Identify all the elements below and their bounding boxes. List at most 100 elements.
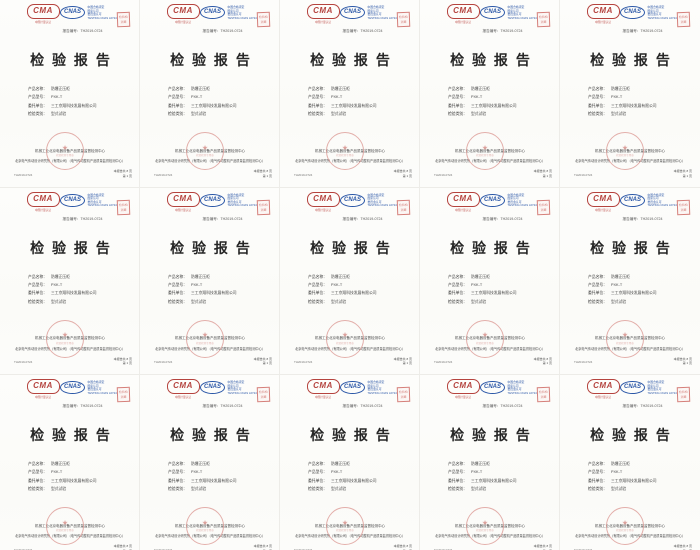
report-fields: 产品名称： 防爆正压柜 产品型号： PXK-T 委托单位： 三工京翔科技发展有限…	[168, 462, 237, 492]
page-info: 本报告共 8 页 第 1 页	[114, 544, 132, 550]
cnas-logo: CNAS 中国合格评定 国家认可 委员会认可 TESTING CNAS L072…	[60, 380, 117, 396]
cnas-mark-line: 国家认可	[367, 8, 379, 13]
footer-org-line-2: 北京电气传动设计研究所（有限公司）（电气传动整机产品质量监督检测中心）	[15, 159, 125, 163]
field-value: 三工京翔科技发展有限公司	[330, 103, 377, 108]
cnas-mark-text: 中国合格评定 国家认可 委员会认可 TESTING CNAS L0724	[227, 5, 257, 21]
report-page[interactable]: CMA 中国计量认证 CNAS 中国合格评定 国家认可 委员会认可 TESTIN…	[419, 0, 561, 189]
cnas-mark-line: 委员会认可	[367, 199, 382, 204]
cnas-mark-line: 委员会认可	[227, 199, 242, 204]
field-label: 检验类别：	[168, 487, 187, 492]
report-page[interactable]: CMA 中国计量认证 CNAS 中国合格评定 国家认可 委员会认可 TESTIN…	[419, 186, 561, 376]
cnas-mark-text: 中国合格评定 国家认可 委员会认可 TESTING CNAS L0724	[508, 380, 537, 396]
cnas-mark-line: 中国合格评定	[647, 380, 665, 384]
field-row: 产品名称： 防爆正压柜	[308, 275, 377, 280]
cnas-logo: CNAS 中国合格评定 国家认可 委员会认可 TESTING CNAS L072…	[60, 5, 117, 21]
field-value: PXK-T	[610, 470, 623, 475]
field-row: 检验类别： 型式试验	[448, 487, 517, 492]
report-number: 报告编号：TH2019-0724	[342, 404, 383, 408]
field-label: 产品型号：	[588, 282, 607, 287]
cma-logo: CMA 中国计量认证	[305, 191, 341, 212]
cnas-mark-text: 中国合格评定 国家认可 委员会认可 TESTING CNAS L0724	[367, 5, 397, 21]
report-fields: 产品名称： 防爆正压柜 产品型号： PXK-T 委托单位： 三工京翔科技发展有限…	[308, 462, 377, 492]
report-page[interactable]: CMA 中国计量认证 CNAS 中国合格评定 国家认可 委员会认可 TESTIN…	[0, 186, 141, 376]
field-value: 型式试验	[330, 487, 347, 492]
field-value: 三工京翔科技发展有限公司	[190, 478, 237, 483]
field-row: 委托单位： 三工京翔科技发展有限公司	[448, 479, 517, 484]
field-label: 产品型号：	[28, 95, 47, 100]
cnas-mark-line: 中国合格评定	[87, 192, 105, 197]
cnas-mark-line: TESTING CNAS L0724	[367, 390, 397, 395]
cnas-mark-line: 国家认可	[507, 8, 519, 13]
field-value: 三工京翔科技发展有限公司	[50, 478, 97, 483]
corner-stamp-line: 测章	[260, 19, 267, 24]
field-value: 防爆正压柜	[50, 462, 70, 466]
field-label: 产品型号：	[168, 470, 187, 475]
field-label: 检验类别：	[588, 299, 607, 304]
field-label: 委托单位：	[28, 291, 47, 296]
report-fields: 产品名称： 防爆正压柜 产品型号： PXK-T 委托单位： 三工京翔科技发展有限…	[588, 275, 657, 305]
report-page[interactable]: CMA 中国计量认证 CNAS 中国合格评定 国家认可 委员会认可 TESTIN…	[0, 0, 141, 189]
report-page[interactable]: CMA 中国计量认证 CNAS 中国合格评定 国家认可 委员会认可 TESTIN…	[279, 0, 421, 189]
field-value: 型式试验	[470, 299, 487, 304]
field-row: 产品名称： 防爆正压柜	[168, 275, 237, 280]
footer-seal-text: 检验检测专用章	[196, 341, 214, 345]
report-page[interactable]: CMA 中国计量认证 CNAS 中国合格评定 国家认可 委员会认可 TESTIN…	[139, 0, 281, 189]
cnas-mark-line: 委员会认可	[87, 12, 102, 17]
report-title: 检 验 报 告	[450, 239, 532, 256]
footer-org-line-1: 机械工业北京电器设备产品质量监督检测中心	[455, 148, 525, 153]
cnas-mark-line: 中国合格评定	[87, 380, 105, 384]
footer-seal-text: 检验检测专用章	[56, 341, 74, 345]
field-value: PXK-T	[610, 95, 623, 100]
cnas-mark-text: 中国合格评定 国家认可 委员会认可 TESTING CNAS L0724	[87, 192, 117, 209]
corner-stamp: 检验检 测章	[116, 11, 131, 28]
report-page[interactable]: CMA 中国计量认证 CNAS 中国合格评定 国家认可 委员会认可 TESTIN…	[279, 186, 421, 376]
corner-stamp-line: 测章	[680, 19, 687, 24]
field-label: 委托单位：	[168, 291, 187, 296]
cnas-mark-line: 委员会认可	[227, 12, 242, 17]
field-label: 检验类别：	[28, 112, 47, 117]
field-value: 防爆正压柜	[470, 274, 490, 279]
report-title: 检 验 报 告	[310, 52, 392, 68]
corner-stamp: 检验检 测章	[536, 11, 551, 28]
cnas-mark-line: TESTING CNAS L0724	[227, 203, 257, 208]
report-page[interactable]: CMA 中国计量认证 CNAS 中国合格评定 国家认可 委员会认可 TESTIN…	[0, 374, 141, 550]
cnas-logo-text: CNAS	[480, 6, 505, 19]
report-page[interactable]: CMA 中国计量认证 CNAS 中国合格评定 国家认可 委员会认可 TESTIN…	[559, 186, 700, 376]
report-page[interactable]: CMA 中国计量认证 CNAS 中国合格评定 国家认可 委员会认可 TESTIN…	[139, 374, 281, 550]
corner-stamp: 检验检 测章	[676, 199, 691, 215]
footer-org-line-2: 北京电气传动设计研究所（有限公司）（电气传动整机产品质量监督检测中心）	[435, 534, 545, 538]
pages-total: 本报告共 8 页	[393, 169, 412, 173]
cnas-logo: CNAS 中国合格评定 国家认可 委员会认可 TESTING CNAS L072…	[200, 193, 257, 209]
field-row: 检验类别： 型式试验	[308, 112, 377, 117]
report-page[interactable]: CMA 中国计量认证 CNAS 中国合格评定 国家认可 委员会认可 TESTIN…	[559, 0, 700, 189]
field-label: 检验类别：	[448, 299, 467, 304]
field-value: 三工京翔科技发展有限公司	[470, 103, 517, 108]
corner-stamp-line: 测章	[400, 206, 407, 212]
cnas-mark-line: 国家认可	[647, 8, 659, 13]
field-value: 三工京翔科技发展有限公司	[330, 291, 377, 296]
report-page[interactable]: CMA 中国计量认证 CNAS 中国合格评定 国家认可 委员会认可 TESTIN…	[559, 374, 700, 550]
cnas-logo-text: CNAS	[340, 193, 365, 207]
field-label: 产品名称：	[588, 87, 607, 91]
pages-total: 本报告共 8 页	[533, 544, 552, 548]
field-label: 产品名称：	[448, 462, 467, 466]
field-value: 三工京翔科技发展有限公司	[190, 291, 237, 296]
field-row: 产品型号： PXK-T	[448, 283, 517, 288]
report-page[interactable]: CMA 中国计量认证 CNAS 中国合格评定 国家认可 委员会认可 TESTIN…	[279, 374, 421, 550]
cma-logo-subtext: 中国计量认证	[594, 20, 612, 24]
field-value: 型式试验	[330, 299, 347, 304]
field-row: 委托单位： 三工京翔科技发展有限公司	[28, 291, 97, 296]
page-number: 第 1 页	[682, 173, 692, 178]
corner-stamp: 检验检 测章	[256, 386, 271, 403]
report-page[interactable]: CMA 中国计量认证 CNAS 中国合格评定 国家认可 委员会认可 TESTIN…	[419, 374, 561, 550]
cnas-mark-text: 中国合格评定 国家认可 委员会认可 TESTING CNAS L0724	[647, 5, 677, 21]
page-number: 第 1 页	[122, 173, 132, 178]
page-number: 第 1 页	[534, 549, 552, 550]
field-label: 检验类别：	[28, 487, 47, 492]
page-number: 第 1 页	[114, 549, 132, 550]
report-page[interactable]: CMA 中国计量认证 CNAS 中国合格评定 国家认可 委员会认可 TESTIN…	[139, 186, 281, 376]
cnas-mark-text: 中国合格评定 国家认可 委员会认可 TESTING CNAS L0724	[507, 5, 537, 21]
cma-logo: CMA 中国计量认证	[585, 191, 621, 212]
cnas-logo-text: CNAS	[620, 6, 645, 19]
cnas-mark-text: 中国合格评定 国家认可 委员会认可 TESTING CNAS L0724	[87, 380, 117, 396]
